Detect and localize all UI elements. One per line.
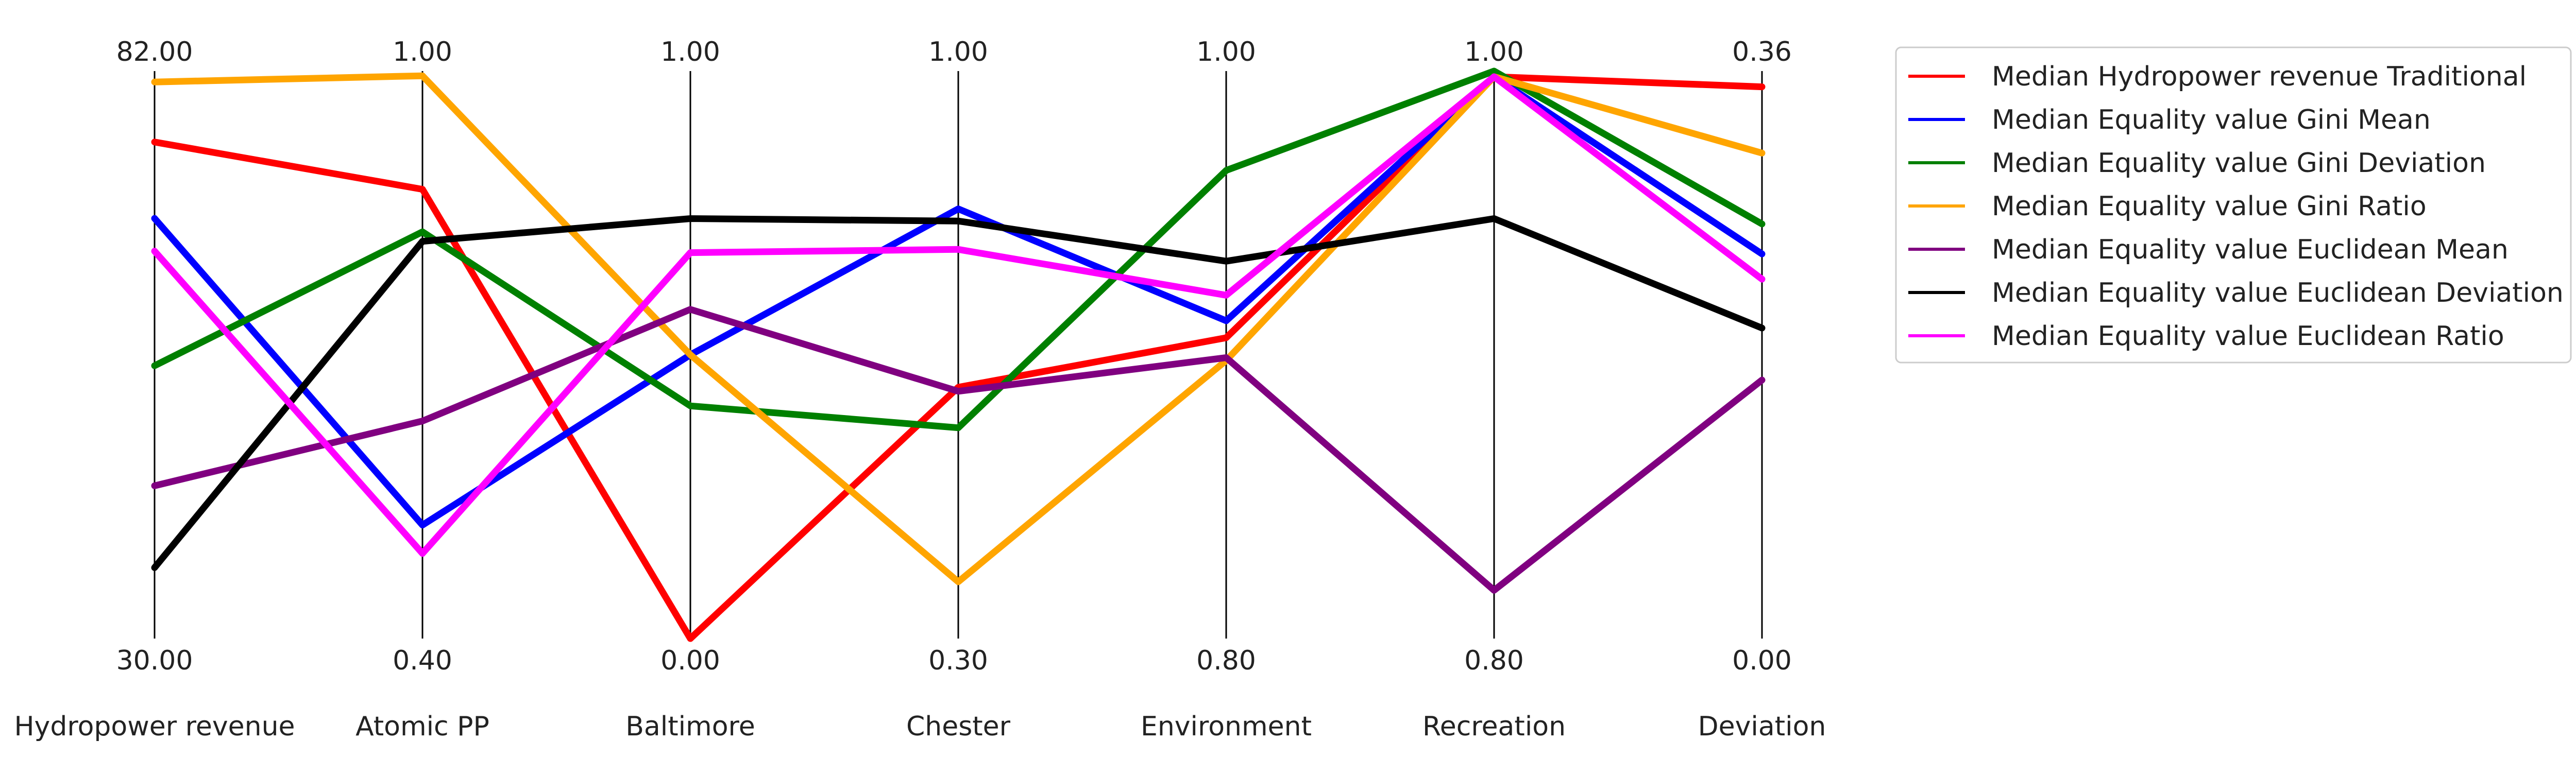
axis-min-label: 30.00 xyxy=(116,645,193,676)
axis-name-label: Environment xyxy=(1141,711,1312,742)
axis-min-label: 0.80 xyxy=(1196,645,1256,676)
axis-name-label: Deviation xyxy=(1698,711,1826,742)
series-line xyxy=(151,73,1766,557)
axes-layer: 82.00 30.00 Hydropower revenue 1.00 0.40 Atom… xyxy=(14,37,1826,742)
legend: Median Hydropower revenue Traditional Med… xyxy=(1895,46,2572,364)
axis-name-label: Recreation xyxy=(1422,711,1566,742)
series-line xyxy=(151,67,1766,432)
axis-max-label: 1.00 xyxy=(1196,37,1256,67)
axis-min-label: 0.80 xyxy=(1464,645,1524,676)
axis-min-label: 0.30 xyxy=(928,645,988,676)
axis-max-label: 1.00 xyxy=(660,37,720,67)
axis-min-label: 0.00 xyxy=(660,645,720,676)
axis-max-label: 1.00 xyxy=(928,37,988,67)
series-layer xyxy=(151,67,1766,642)
series-line xyxy=(151,306,1766,594)
series-line xyxy=(151,215,1766,571)
axis-min-label: 0.00 xyxy=(1732,645,1792,676)
legend-entry: Median Equality value Gini Deviation xyxy=(1992,148,2486,179)
axis-max-label: 0.36 xyxy=(1732,37,1792,67)
legend-frame xyxy=(1895,46,2572,364)
axis-name-label: Hydropower revenue xyxy=(14,711,295,742)
legend-entry: Median Hydropower revenue Traditional xyxy=(1992,61,2527,92)
axis-min-label: 0.40 xyxy=(393,645,452,676)
legend-entry: Median Equality value Euclidean Mean xyxy=(1992,234,2509,265)
axis-name-label: Atomic PP xyxy=(355,711,489,742)
legend-entry: Median Equality value Euclidean Deviatio… xyxy=(1992,278,2564,308)
axis-name-label: Chester xyxy=(906,711,1011,742)
axis-name-label: Baltimore xyxy=(625,711,755,742)
axis-max-label: 1.00 xyxy=(393,37,452,67)
legend-entry: Median Equality value Euclidean Ratio xyxy=(1992,321,2504,352)
legend-entry: Median Equality value Gini Mean xyxy=(1992,105,2431,135)
axis-max-label: 1.00 xyxy=(1464,37,1524,67)
axis-max-label: 82.00 xyxy=(116,37,193,67)
legend-entry: Median Equality value Gini Ratio xyxy=(1992,191,2427,222)
